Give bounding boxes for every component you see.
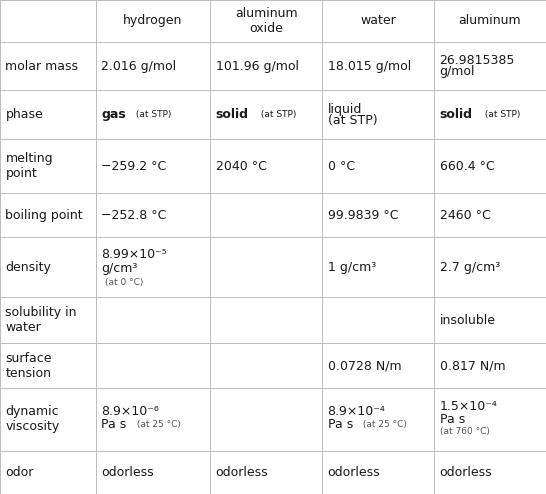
- Text: 1 g/cm³: 1 g/cm³: [328, 261, 376, 274]
- Text: 1.5×10⁻⁴: 1.5×10⁻⁴: [440, 401, 497, 413]
- Text: g/mol: g/mol: [440, 65, 475, 78]
- Text: solid: solid: [216, 108, 248, 122]
- Text: hydrogen: hydrogen: [123, 14, 182, 27]
- Text: solid: solid: [440, 108, 472, 122]
- Text: odorless: odorless: [440, 466, 492, 479]
- Text: surface
tension: surface tension: [5, 352, 52, 380]
- Text: phase: phase: [5, 108, 43, 122]
- Text: 18.015 g/mol: 18.015 g/mol: [328, 60, 411, 73]
- Text: (at 25 °C): (at 25 °C): [134, 420, 181, 429]
- Text: gas: gas: [101, 108, 126, 122]
- Text: (at STP): (at STP): [258, 110, 296, 120]
- Text: odorless: odorless: [328, 466, 380, 479]
- Text: 2.7 g/cm³: 2.7 g/cm³: [440, 261, 500, 274]
- Text: aluminum
oxide: aluminum oxide: [235, 7, 298, 35]
- Text: 2040 °C: 2040 °C: [216, 160, 266, 172]
- Text: 2460 °C: 2460 °C: [440, 208, 490, 222]
- Text: Pa s: Pa s: [328, 418, 353, 431]
- Text: odorless: odorless: [101, 466, 153, 479]
- Text: −252.8 °C: −252.8 °C: [101, 208, 167, 222]
- Text: 2.016 g/mol: 2.016 g/mol: [101, 60, 176, 73]
- Text: 8.9×10⁻⁶: 8.9×10⁻⁶: [101, 406, 159, 418]
- Text: (at STP): (at STP): [328, 114, 377, 127]
- Text: (at 760 °C): (at 760 °C): [440, 427, 489, 436]
- Text: density: density: [5, 261, 51, 274]
- Text: 8.9×10⁻⁴: 8.9×10⁻⁴: [328, 406, 385, 418]
- Text: (at STP): (at STP): [482, 110, 520, 120]
- Text: solubility in
water: solubility in water: [5, 306, 77, 334]
- Text: (at 0 °C): (at 0 °C): [105, 278, 144, 287]
- Text: 0.0728 N/m: 0.0728 N/m: [328, 359, 401, 372]
- Text: 99.9839 °C: 99.9839 °C: [328, 208, 398, 222]
- Text: −259.2 °C: −259.2 °C: [101, 160, 167, 172]
- Text: 660.4 °C: 660.4 °C: [440, 160, 494, 172]
- Text: 26.9815385: 26.9815385: [440, 54, 515, 67]
- Text: dynamic
viscosity: dynamic viscosity: [5, 405, 60, 433]
- Text: 0.817 N/m: 0.817 N/m: [440, 359, 505, 372]
- Text: 8.99×10⁻⁵: 8.99×10⁻⁵: [101, 248, 167, 261]
- Text: Pa s: Pa s: [101, 418, 126, 431]
- Text: aluminum: aluminum: [459, 14, 521, 27]
- Text: water: water: [360, 14, 396, 27]
- Text: g/cm³: g/cm³: [101, 262, 138, 275]
- Text: (at 25 °C): (at 25 °C): [360, 420, 407, 429]
- Text: molar mass: molar mass: [5, 60, 79, 73]
- Text: 0 °C: 0 °C: [328, 160, 355, 172]
- Text: boiling point: boiling point: [5, 208, 83, 222]
- Text: insoluble: insoluble: [440, 314, 496, 327]
- Text: melting
point: melting point: [5, 152, 53, 180]
- Text: (at STP): (at STP): [133, 110, 171, 120]
- Text: liquid: liquid: [328, 103, 362, 116]
- Text: odor: odor: [5, 466, 34, 479]
- Text: Pa s: Pa s: [440, 413, 465, 426]
- Text: 101.96 g/mol: 101.96 g/mol: [216, 60, 299, 73]
- Text: odorless: odorless: [216, 466, 268, 479]
